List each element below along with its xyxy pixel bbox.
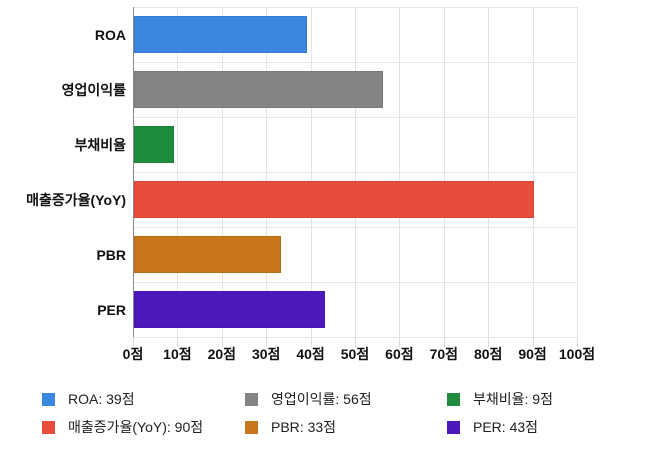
x-tick-label: 0점	[122, 346, 144, 362]
x-tick-label: 90점	[518, 346, 547, 362]
gridline-vertical	[266, 7, 268, 337]
gridline-vertical	[577, 7, 578, 337]
axis-tick	[221, 337, 223, 347]
y-category-label: 부채비율	[74, 136, 126, 153]
axis-tick	[355, 337, 356, 347]
x-tick-label: 50점	[340, 346, 370, 362]
axis-tick	[532, 337, 534, 347]
x-tick-label: 10점	[163, 346, 192, 362]
x-tick-label: 60점	[385, 346, 414, 362]
gridline-vertical	[221, 7, 223, 337]
bar	[134, 71, 383, 108]
x-tick-label: 20점	[207, 346, 237, 362]
axis-tick	[488, 337, 490, 347]
gridline-vertical	[399, 7, 401, 337]
axis-tick	[133, 337, 134, 347]
gridline-vertical	[355, 7, 356, 337]
legend-label: ROA: 39점	[68, 391, 135, 407]
bar	[134, 181, 534, 218]
y-category-label: 영업이익률	[61, 81, 126, 98]
legend-label: 부채비율: 9점	[473, 391, 553, 407]
y-category-label: PBR	[96, 246, 126, 263]
legend-label: 영업이익률: 56점	[271, 391, 372, 407]
axis-tick	[310, 337, 312, 347]
legend-swatch-icon	[245, 392, 258, 406]
y-category-label: 매출증가율(YoY)	[26, 191, 126, 208]
bar	[134, 291, 325, 328]
axis-tick	[443, 337, 445, 347]
x-tick-label: 80점	[473, 346, 503, 362]
x-tick-label: 70점	[429, 346, 459, 362]
bar	[134, 236, 281, 273]
legend-swatch-icon	[42, 420, 55, 434]
legend-swatch-icon	[245, 420, 258, 434]
gridline-vertical	[532, 7, 534, 337]
axis-tick	[577, 337, 578, 347]
x-tick-label: 40점	[296, 346, 325, 362]
axis-tick	[266, 337, 268, 347]
bar	[134, 126, 174, 163]
gridline-vertical	[177, 7, 179, 337]
legend-item: PER: 43점	[447, 417, 626, 437]
axis-zero-line	[133, 7, 134, 337]
gridline-vertical	[488, 7, 490, 337]
legend-item: PBR: 33점	[245, 417, 447, 437]
legend-label: PER: 43점	[473, 419, 539, 435]
plot-area	[133, 7, 578, 338]
bar	[134, 16, 308, 53]
x-tick-label: 30점	[251, 346, 281, 362]
legend-item: 매출증가율(YoY): 90점	[42, 417, 245, 437]
legend-item: 부채비율: 9점	[447, 389, 626, 409]
legend-item: 영업이익률: 56점	[245, 389, 447, 409]
y-category-label: PER	[97, 301, 126, 318]
legend-item: ROA: 39점	[42, 389, 245, 409]
gridline-vertical	[443, 7, 445, 337]
x-tick-label: 100점	[558, 346, 596, 362]
gridline-vertical	[310, 7, 312, 337]
axis-tick	[399, 337, 401, 347]
axis-tick	[177, 337, 179, 347]
legend-label: 매출증가율(YoY): 90점	[68, 419, 204, 435]
legend-swatch-icon	[447, 420, 460, 434]
legend-swatch-icon	[42, 392, 55, 406]
y-category-label: ROA	[94, 26, 126, 43]
legend-swatch-icon	[447, 392, 460, 406]
legend-label: PBR: 33점	[271, 419, 337, 435]
